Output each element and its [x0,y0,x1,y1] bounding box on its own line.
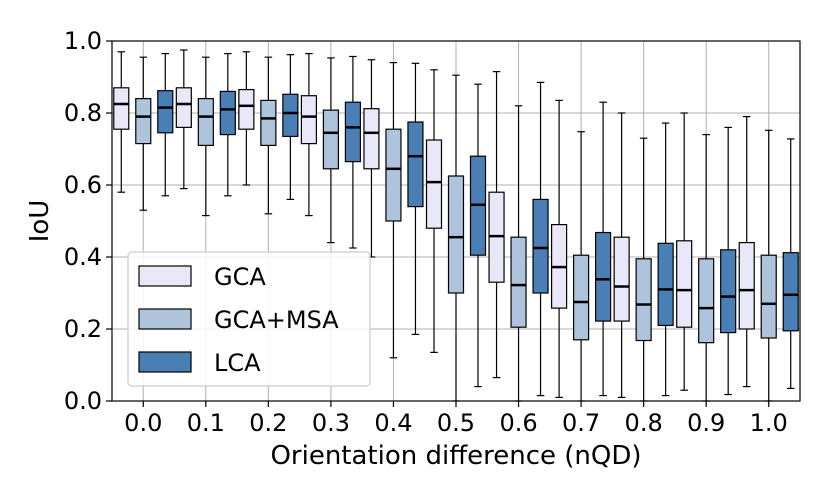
box-0.9 [698,134,715,402]
box-0.4 [407,62,424,335]
x-tick-label: 1.0 [750,409,788,437]
box-0.2 [238,51,255,186]
iqr-box [738,242,755,330]
series-gca [113,49,755,398]
axis-ticks: 0.0 0.2 0.4 0.6 0.8 1.0 0.0 0.1 0.2 0.3 0.4 0.5 0.6 0… [64,27,788,437]
box-0.7 [572,131,590,402]
legend-swatch [138,351,192,373]
x-axis-label: Orientation difference (nQD) [270,441,641,471]
x-tick-label: 0.2 [249,409,287,437]
x-tick-label: 0.6 [499,409,537,437]
iqr-box [510,236,527,328]
legend-label: GCA+MSA [214,306,339,334]
box-0.2 [282,54,299,200]
iqr-box [238,88,255,130]
box-0.8 [613,112,630,398]
iqr-box [363,108,380,170]
iqr-box [260,99,277,147]
iqr-box [635,258,652,342]
box-0.0 [157,52,174,197]
x-tick-label: 0.0 [124,409,162,437]
box-0.9 [676,112,693,391]
x-tick-label: 0.9 [687,409,725,437]
y-tick-label: 0.2 [64,315,102,343]
box-0.0 [113,51,130,193]
iqr-box [157,90,174,134]
box-1.0 [760,129,777,402]
iqr-box [613,236,630,322]
box-0.1 [175,49,192,190]
x-tick-label: 0.4 [374,409,412,437]
box-0.9 [720,126,737,396]
box-0.8 [635,137,652,402]
y-tick-label: 0.6 [64,171,102,199]
series-lca [157,52,799,397]
iqr-box [572,254,590,341]
y-tick-label: 0.0 [64,387,102,415]
box-0.7 [550,99,568,398]
x-tick-label: 0.1 [187,409,225,437]
legend-swatch [138,308,192,330]
iqr-box [344,101,362,163]
box-0.3 [300,52,318,217]
iqr-box [322,109,340,170]
iqr-box [447,175,465,294]
iqr-box [300,95,318,145]
box-0.4 [363,59,380,258]
iqr-box [532,198,549,294]
iqr-box [385,128,402,222]
box-1.0 [782,138,799,389]
iqr-box [175,87,192,129]
iqr-box [407,121,424,208]
box-0.0 [135,56,152,211]
iqr-box [135,97,152,145]
iqr-box [782,252,799,332]
y-axis-label: IoU [25,200,55,243]
legend-label: LCA [214,349,261,377]
box-0.2 [260,56,277,215]
box-0.3 [344,55,362,249]
iqr-box [594,231,612,322]
iqr-box [657,242,674,327]
box-0.4 [385,61,402,359]
box-0.6 [510,105,527,402]
iqr-box [676,240,693,328]
box-0.6 [488,70,505,379]
box-0.1 [219,52,236,197]
box-0.5 [469,83,487,388]
box-0.8 [657,122,674,397]
box-0.7 [594,101,612,397]
x-tick-label: 0.3 [312,409,350,437]
x-tick-label: 0.8 [625,409,663,437]
y-tick-label: 1.0 [64,27,102,55]
legend: GCA GCA+MSA LCA [127,251,371,387]
iqr-box [425,139,443,229]
box-0.1 [197,56,214,217]
x-tick-label: 0.5 [437,409,475,437]
iqr-box [197,97,214,146]
box-0.5 [425,69,443,353]
iqr-box [760,254,777,339]
iqr-box [282,93,299,137]
box-series [113,49,799,402]
y-tick-label: 0.8 [64,99,102,127]
box-0.5 [447,74,465,402]
iqr-box [113,87,130,130]
iqr-box [720,249,737,334]
y-tick-label: 0.4 [64,243,102,271]
iqr-box [219,90,236,136]
legend-label: GCA [214,263,266,291]
box-0.3 [322,57,340,244]
series-gca-msa [135,56,777,402]
box-1.0 [738,115,755,388]
box-0.6 [532,81,549,397]
iqr-box [698,258,715,344]
legend-swatch [138,265,192,287]
x-tick-label: 0.7 [562,409,600,437]
